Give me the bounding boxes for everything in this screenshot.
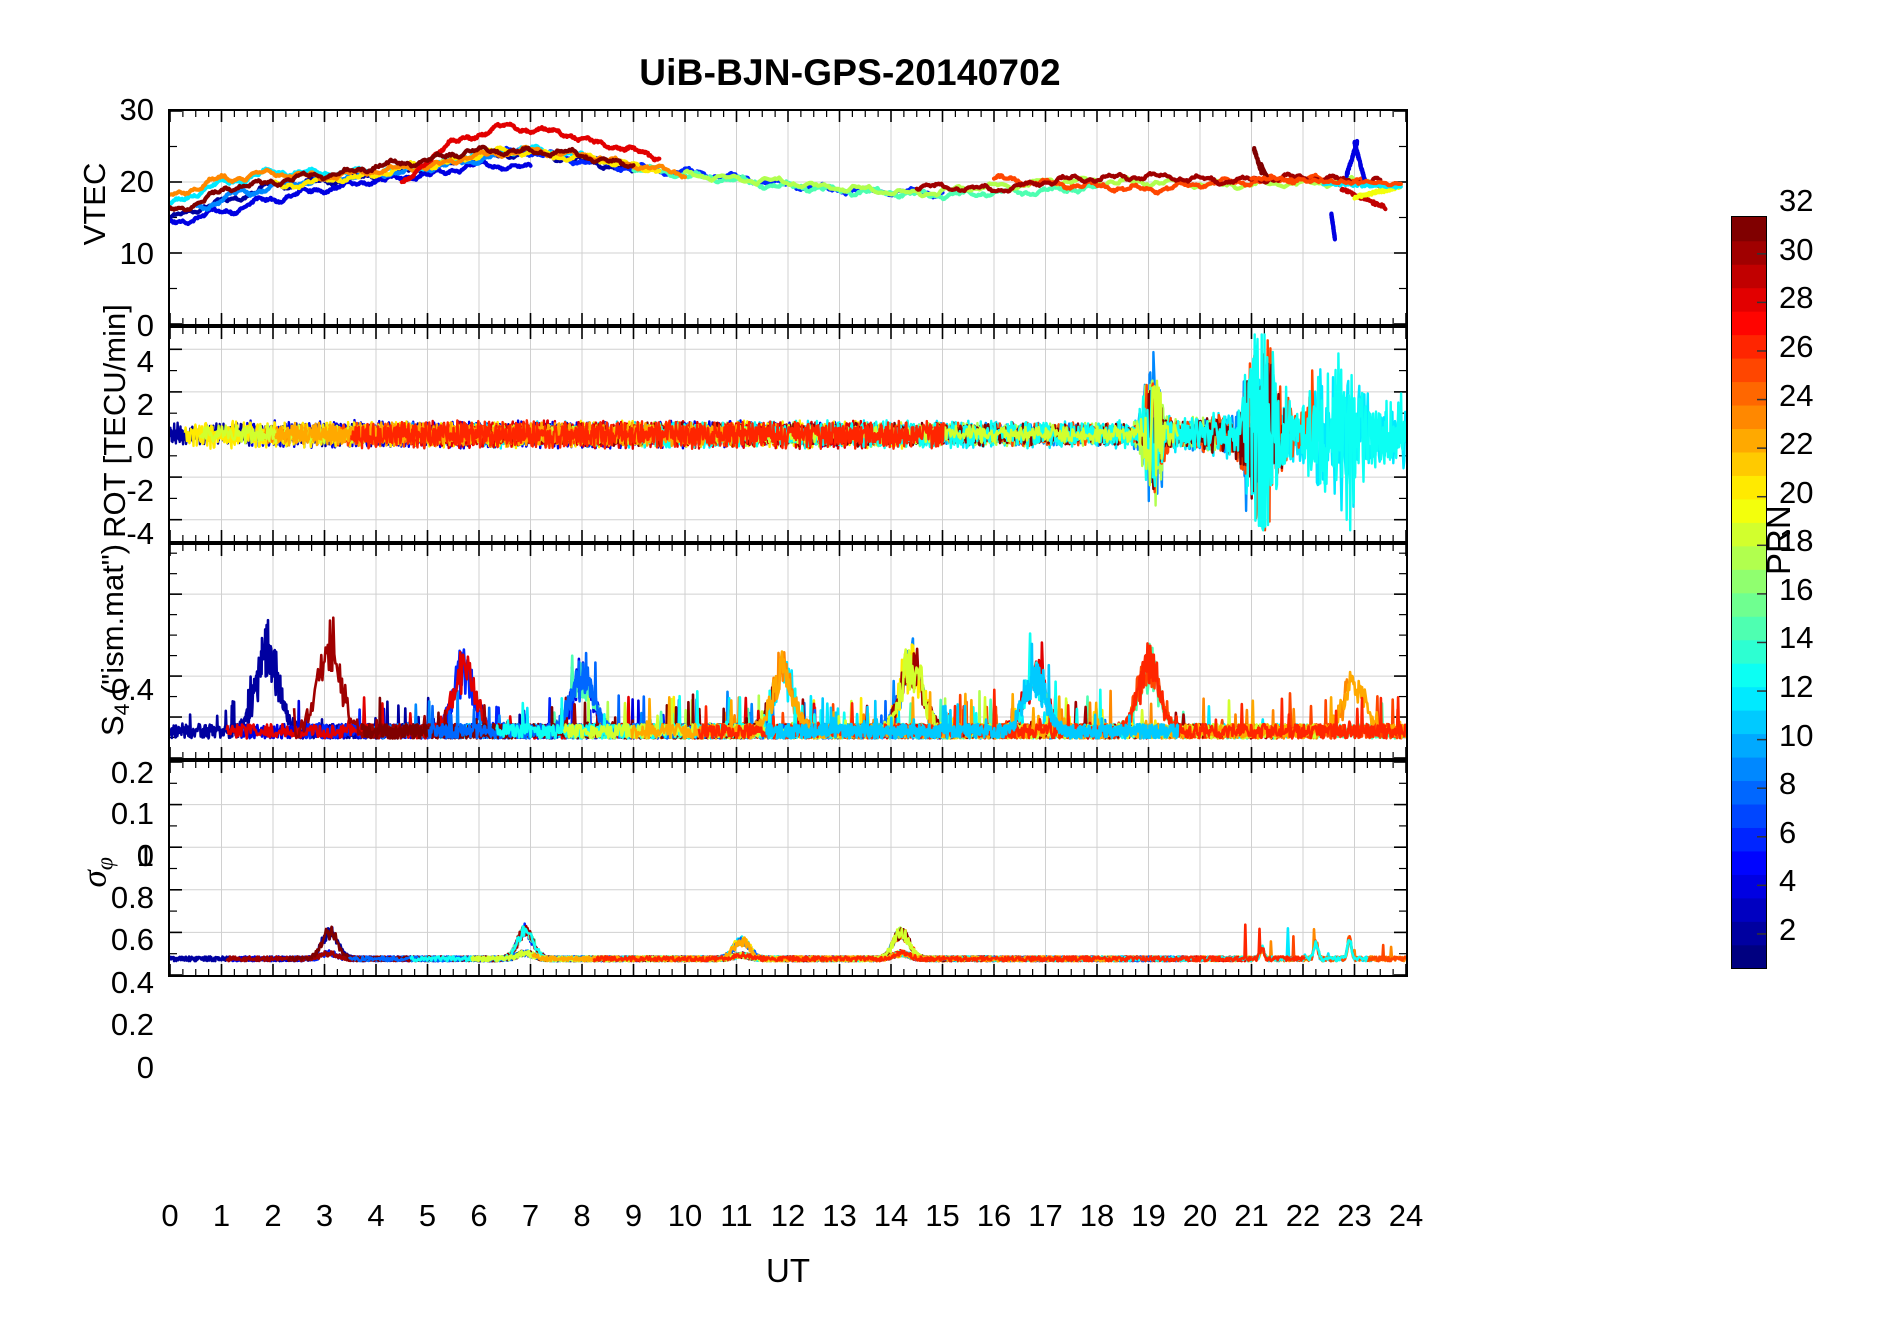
xtick-label-14: 14: [873, 1198, 909, 1233]
xtick-label-7: 7: [521, 1198, 540, 1233]
ytick-s4-04: 0.4: [110, 672, 154, 707]
ytick-rot-m4: -4: [126, 516, 154, 551]
colorbar-tick-2: 2: [1779, 911, 1797, 947]
xtick-label-13: 13: [822, 1198, 857, 1233]
colorbar-tick-6: 6: [1779, 814, 1797, 850]
colorbar-tick-22: 22: [1779, 426, 1814, 462]
xtick-label-4: 4: [367, 1198, 385, 1233]
panel-rot: [168, 326, 1408, 543]
colorbar-tick-30: 30: [1779, 231, 1814, 267]
xtick-label-2: 2: [264, 1198, 282, 1233]
xtick-label-3: 3: [315, 1198, 334, 1233]
page-title: UiB-BJN-GPS-20140702: [639, 52, 1061, 93]
ytick-vtec-30: 30: [119, 92, 154, 127]
xtick-label-22: 22: [1285, 1198, 1321, 1233]
xtick-label-11: 11: [720, 1198, 753, 1233]
xtick-label-21: 21: [1234, 1198, 1269, 1233]
ytick-vtec-0: 0: [136, 308, 154, 343]
colorbar-tick-18: 18: [1779, 523, 1814, 559]
colorbar-tick-32: 32: [1779, 183, 1814, 219]
ytick-sigmaphi-04: 0.4: [110, 965, 154, 1000]
xtick-label-20: 20: [1182, 1198, 1218, 1233]
ytick-sigmaphi-06: 0.6: [110, 922, 154, 957]
xtick-label-12: 12: [770, 1198, 806, 1233]
xtick-label-5: 5: [418, 1198, 437, 1233]
colorbar-tick-4: 4: [1779, 863, 1797, 899]
xtick-label-15: 15: [925, 1198, 960, 1233]
colorbar-tick-8: 8: [1779, 766, 1797, 802]
panel-sigmaphi-plot: [170, 762, 1406, 975]
ytick-rot-0: 0: [136, 430, 154, 465]
panel-vtec: [168, 109, 1408, 326]
xtick-label-6: 6: [470, 1198, 488, 1233]
xtick-label-0: 0: [161, 1198, 179, 1233]
colorbar-tick-26: 26: [1779, 328, 1814, 364]
xtick-label-24: 24: [1388, 1198, 1424, 1233]
xtick-label-1: 1: [212, 1198, 231, 1233]
xtick-label-18: 18: [1079, 1198, 1115, 1233]
ytick-vtec-10: 10: [119, 236, 154, 271]
ytick-sigmaphi-02: 0.2: [110, 1007, 154, 1042]
ytick-rot-2: 2: [136, 387, 154, 422]
colorbar-tick-12: 12: [1779, 669, 1814, 705]
ytick-s4-0: 0: [136, 838, 154, 873]
ytick-s4-01: 0.1: [110, 796, 154, 831]
ytick-vtec-20: 20: [119, 164, 154, 199]
xtick-label-23: 23: [1337, 1198, 1372, 1233]
panel-s4-ylabel-base: S: [95, 715, 131, 737]
panel-s4: [168, 543, 1408, 760]
panel-rot-plot: [170, 328, 1406, 541]
ytick-rot-4: 4: [136, 344, 154, 379]
ytick-s4-02: 0.2: [110, 755, 154, 790]
xtick-label-9: 9: [624, 1198, 643, 1233]
colorbar-gradient: [1732, 204, 1766, 969]
xtick-label-8: 8: [573, 1198, 591, 1233]
colorbar-tick-28: 28: [1779, 280, 1814, 316]
colorbar-tick-20: 20: [1779, 474, 1814, 510]
colorbar-tick-14: 14: [1779, 620, 1814, 656]
ytick-sigmaphi-08: 0.8: [110, 880, 154, 915]
colorbar-tick-24: 24: [1779, 377, 1814, 413]
xtick-label-10: 10: [667, 1198, 703, 1233]
panel-s4-plot: [170, 545, 1406, 758]
colorbar-tick-10: 10: [1779, 717, 1814, 753]
colorbar-label: PRN: [1760, 505, 1797, 575]
panel-vtec-plot: [170, 111, 1406, 324]
xtick-label-17: 17: [1028, 1198, 1063, 1233]
xtick-label-19: 19: [1131, 1198, 1166, 1233]
x-axis-label: UT: [766, 1252, 810, 1289]
colorbar: [1731, 204, 1767, 969]
ytick-rot-m2: -2: [126, 473, 154, 508]
xtick-label-16: 16: [976, 1198, 1012, 1233]
panel-sigmaphi: [168, 760, 1408, 977]
colorbar-tick-16: 16: [1779, 571, 1814, 607]
ytick-sigmaphi-1: 1: [136, 838, 154, 873]
ytick-sigmaphi-0: 0: [136, 1050, 154, 1085]
